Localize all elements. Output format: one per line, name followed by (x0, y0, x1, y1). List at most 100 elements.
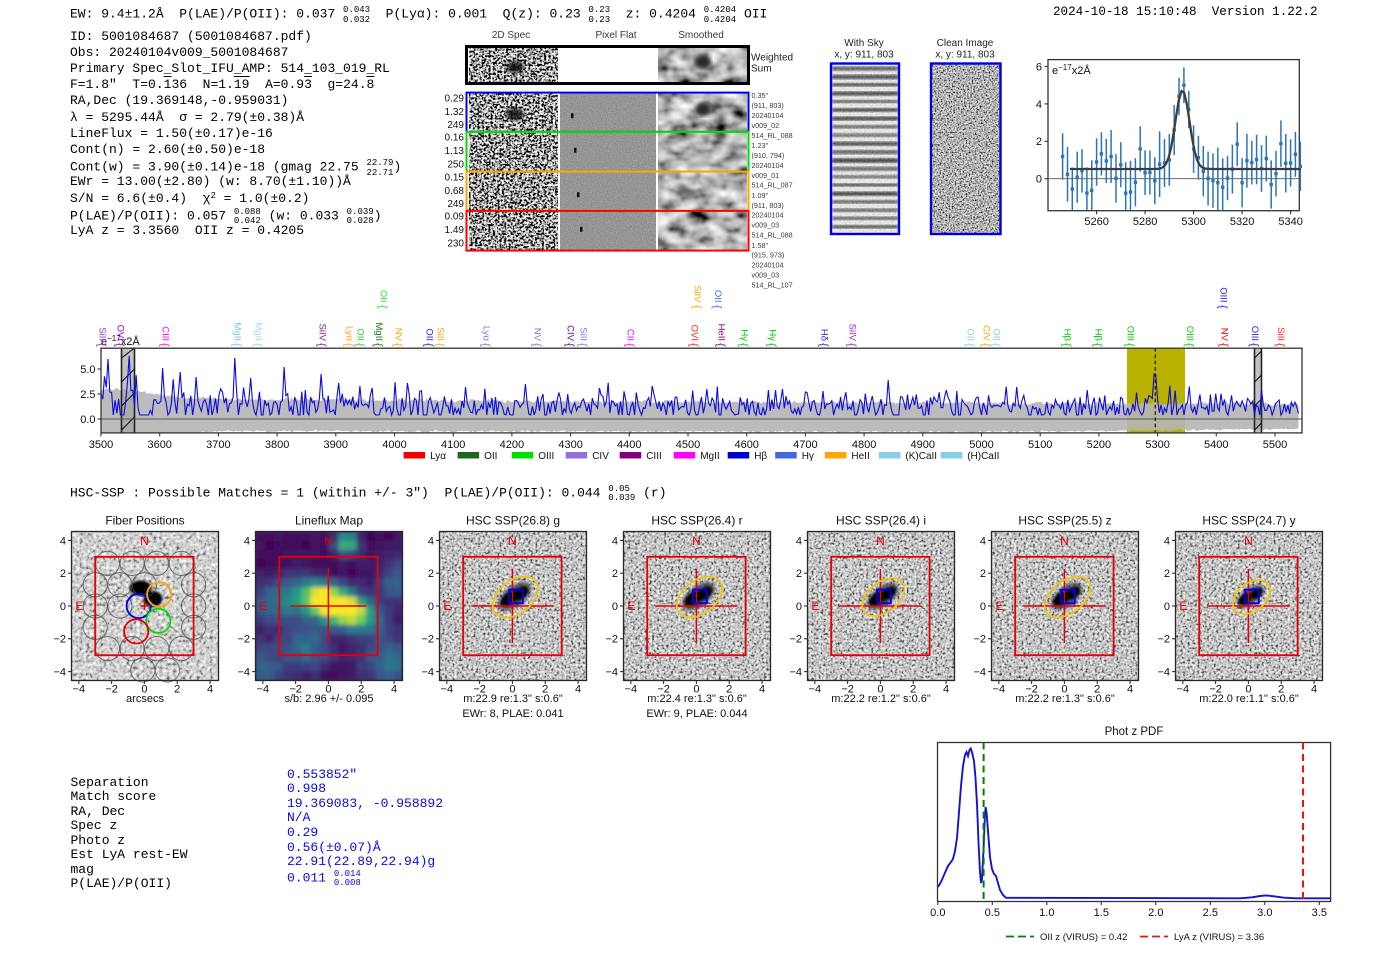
svg-text:−2: −2 (973, 634, 986, 646)
svg-text:2.0: 2.0 (1148, 907, 1163, 919)
svg-text:OII: OII (355, 328, 366, 341)
svg-text:OII z (VIRUS) = 0.42: OII z (VIRUS) = 0.42 (1040, 932, 1127, 943)
svg-text:N: N (140, 534, 149, 548)
svg-text:OIII: OIII (1125, 326, 1136, 341)
svg-text:4900: 4900 (911, 439, 935, 451)
svg-text:CIV: CIV (592, 451, 609, 462)
svg-text:0.68: 0.68 (445, 186, 465, 197)
svg-text:5340: 5340 (1278, 216, 1302, 228)
svg-text:4: 4 (796, 535, 802, 547)
svg-text:−4: −4 (421, 667, 434, 679)
svg-text:3700: 3700 (206, 439, 230, 451)
svg-text:0: 0 (1164, 601, 1170, 613)
svg-text:{: { (391, 343, 403, 347)
svg-text:{: { (714, 343, 726, 347)
svg-text:4700: 4700 (793, 439, 817, 451)
svg-text:CIII: CIII (160, 326, 171, 341)
svg-text:−4: −4 (993, 684, 1006, 696)
svg-text:−4: −4 (257, 684, 270, 696)
svg-text:0: 0 (428, 601, 434, 613)
svg-text:{: { (1248, 343, 1260, 347)
svg-text:−4: −4 (605, 667, 618, 679)
svg-text:{: { (765, 343, 777, 347)
svg-text:(H)CaII: (H)CaII (967, 451, 999, 462)
svg-text:3.5: 3.5 (1312, 907, 1327, 919)
svg-text:0: 0 (1061, 684, 1067, 696)
svg-text:{: { (479, 343, 491, 347)
svg-text:{: { (623, 343, 635, 347)
svg-text:OII: OII (424, 328, 435, 341)
svg-text:5300: 5300 (1145, 439, 1169, 451)
svg-text:SiIV: SiIV (317, 324, 328, 342)
svg-text:0: 0 (325, 684, 331, 696)
svg-text:N: N (508, 534, 517, 548)
svg-text:OVI: OVI (115, 325, 126, 341)
svg-text:5100: 5100 (1028, 439, 1052, 451)
svg-text:4: 4 (980, 535, 986, 547)
svg-text:−2: −2 (105, 684, 118, 696)
svg-text:{: { (737, 343, 749, 347)
svg-text:N: N (1244, 534, 1253, 548)
svg-text:E: E (627, 599, 635, 613)
svg-text:v009_01: v009_01 (752, 171, 780, 180)
svg-text:2: 2 (980, 568, 986, 580)
svg-text:s/b: 2.96 +/- 0.095: s/b: 2.96 +/- 0.095 (285, 693, 374, 705)
svg-text:{: { (845, 343, 857, 347)
svg-text:2: 2 (542, 684, 548, 696)
svg-text:E: E (75, 599, 83, 613)
svg-text:OII: OII (965, 328, 976, 341)
svg-text:SiIV: SiIV (692, 285, 703, 303)
svg-text:SiIV: SiIV (847, 324, 858, 342)
svg-text:−2: −2 (841, 684, 854, 696)
svg-text:HSC SSP(25.5) z: HSC SSP(25.5) z (1018, 514, 1111, 528)
svg-text:−2: −2 (657, 684, 670, 696)
svg-text:1.5: 1.5 (1094, 907, 1109, 919)
svg-text:0: 0 (1036, 174, 1042, 186)
svg-text:(910, 794): (910, 794) (752, 151, 785, 160)
svg-text:−2: −2 (53, 634, 66, 646)
svg-text:{: { (315, 343, 327, 347)
svg-text:0: 0 (1245, 684, 1251, 696)
svg-text:E: E (995, 599, 1003, 613)
svg-text:m:22.2 re:1.2" s:0.6": m:22.2 re:1.2" s:0.6" (831, 693, 931, 705)
svg-text:0: 0 (509, 684, 515, 696)
svg-text:CII: CII (625, 329, 636, 341)
svg-text:2: 2 (612, 568, 618, 580)
svg-text:HSC SSP(26.4) r: HSC SSP(26.4) r (651, 514, 742, 528)
svg-text:HeII: HeII (851, 451, 869, 462)
svg-text:2: 2 (428, 568, 434, 580)
svg-text:CIV: CIV (981, 325, 992, 342)
svg-text:4600: 4600 (734, 439, 758, 451)
svg-text:{: { (817, 343, 829, 347)
svg-text:MgII: MgII (373, 323, 384, 341)
svg-text:−2: −2 (605, 634, 618, 646)
svg-text:0: 0 (60, 601, 66, 613)
svg-text:MgII: MgII (253, 323, 264, 341)
svg-text:5000: 5000 (969, 439, 993, 451)
svg-text:0.29: 0.29 (445, 93, 465, 104)
svg-text:OIII: OIII (1249, 326, 1260, 341)
svg-text:514_RL_107: 514_RL_107 (752, 280, 793, 289)
svg-text:{: { (989, 343, 1001, 347)
svg-text:20240104: 20240104 (752, 211, 784, 220)
svg-text:2D Spec: 2D Spec (492, 30, 530, 41)
svg-text:{: { (1060, 343, 1072, 347)
svg-text:EWr: 9, PLAE: 0.044: EWr: 9, PLAE: 0.044 (646, 708, 747, 720)
svg-text:NV: NV (532, 328, 543, 342)
svg-text:4: 4 (60, 535, 66, 547)
svg-text:SiII: SiII (97, 327, 108, 341)
svg-text:Hγ: Hγ (739, 329, 750, 341)
svg-text:x, y: 911, 803: x, y: 911, 803 (834, 50, 894, 61)
svg-text:E: E (443, 599, 451, 613)
svg-text:{: { (563, 343, 575, 347)
svg-text:N: N (876, 534, 885, 548)
svg-text:{: { (1123, 343, 1135, 347)
svg-text:{: { (1183, 343, 1195, 347)
svg-text:5260: 5260 (1084, 216, 1108, 228)
svg-text:0: 0 (877, 684, 883, 696)
svg-text:m:22.4 re:1.3" s:0.6": m:22.4 re:1.3" s:0.6" (647, 693, 747, 705)
svg-text:x, y: 911, 803: x, y: 911, 803 (935, 50, 995, 61)
svg-text:4800: 4800 (852, 439, 876, 451)
svg-text:{: { (1274, 343, 1286, 347)
svg-text:−2: −2 (421, 634, 434, 646)
